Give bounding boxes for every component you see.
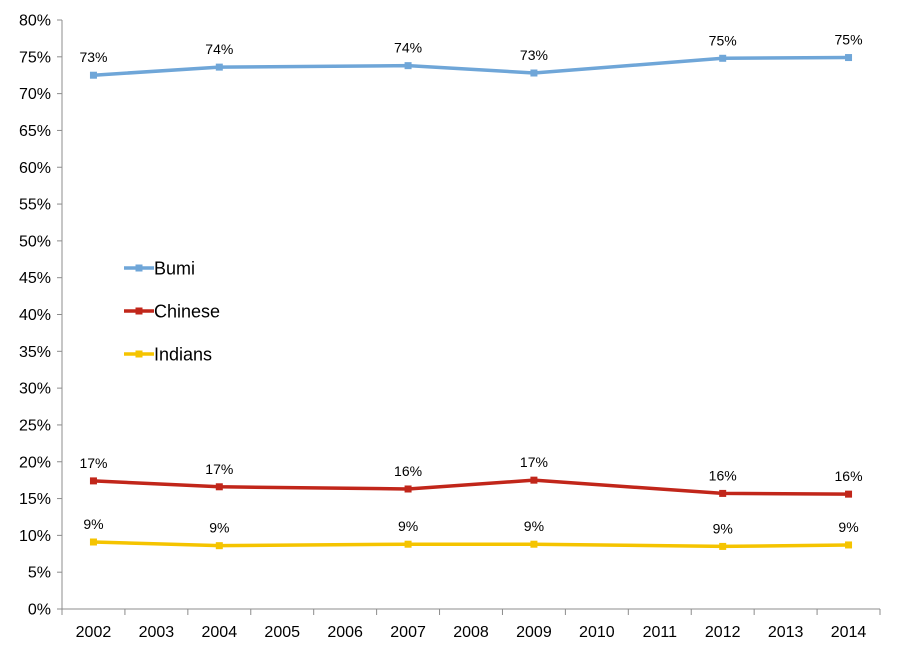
series-bumi: 73% 74% 74% 73% 75% 75% xyxy=(79,32,863,79)
x-tick-label: 2009 xyxy=(516,624,552,641)
y-tick-label: 25% xyxy=(19,417,51,434)
x-tick-label: 2013 xyxy=(768,624,804,641)
data-label: 9% xyxy=(713,520,733,536)
legend-swatch-marker xyxy=(135,350,143,358)
x-tick-label: 2004 xyxy=(202,624,238,641)
data-point-marker xyxy=(719,489,727,497)
y-tick-label: 45% xyxy=(19,270,51,287)
x-tick-label: 2007 xyxy=(390,624,426,641)
data-label: 9% xyxy=(524,518,544,534)
series-line xyxy=(93,478,849,496)
data-label: 17% xyxy=(205,461,233,477)
data-point-marker xyxy=(89,477,97,485)
legend-label: Indians xyxy=(154,345,212,365)
data-label: 9% xyxy=(398,518,418,534)
data-label: 9% xyxy=(83,516,103,532)
y-tick-label: 10% xyxy=(19,528,51,545)
y-tick-label: 75% xyxy=(19,49,51,66)
y-tick-label: 65% xyxy=(19,123,51,140)
y-tick-label: 70% xyxy=(19,86,51,103)
y-tick-label: 20% xyxy=(19,454,51,471)
x-tick-label: 2014 xyxy=(831,624,867,641)
series-chinese: 17% 17% 16% 17% 16% 16% xyxy=(79,454,863,498)
x-tick-label: 2008 xyxy=(453,624,489,641)
data-label: 17% xyxy=(79,455,107,471)
data-label: 74% xyxy=(394,40,422,56)
series-line xyxy=(93,55,849,77)
legend-item-chinese: Chinese xyxy=(124,302,220,322)
data-point-marker xyxy=(845,541,853,549)
legend: Bumi Chinese Indians xyxy=(124,259,220,365)
data-label: 16% xyxy=(835,468,863,484)
data-label: 16% xyxy=(394,463,422,479)
x-tick-label: 2002 xyxy=(76,624,112,641)
legend-label: Chinese xyxy=(154,302,220,322)
x-tick-label: 2005 xyxy=(264,624,300,641)
y-tick-label: 50% xyxy=(19,233,51,250)
series-layer: 73%74% 74% 73%75% 75%17% 17% 16%17%16% 16%9% 9%… xyxy=(79,32,863,550)
data-label: 75% xyxy=(835,32,863,48)
data-point-marker xyxy=(530,69,538,77)
data-point-marker xyxy=(845,490,853,498)
y-tick-label: 55% xyxy=(19,197,51,214)
data-point-marker xyxy=(404,540,412,548)
x-tick-label: 2011 xyxy=(643,624,678,641)
data-point-marker xyxy=(530,540,538,548)
y-tick-label: 35% xyxy=(19,344,51,361)
y-tick-label: 30% xyxy=(19,381,51,398)
x-tick-label: 2010 xyxy=(579,624,615,641)
data-label: 16% xyxy=(709,467,737,483)
series-line xyxy=(93,540,849,549)
data-point-marker xyxy=(89,538,97,546)
data-point-marker xyxy=(89,71,97,79)
legend-label: Bumi xyxy=(154,259,195,279)
legend-item-bumi: Bumi xyxy=(124,259,195,279)
x-tick-label: 2006 xyxy=(327,624,363,641)
data-point-marker xyxy=(845,54,853,62)
y-tick-label: 0% xyxy=(28,602,51,619)
data-label: 9% xyxy=(838,519,858,535)
data-point-marker xyxy=(719,54,727,62)
data-point-marker xyxy=(530,476,538,484)
data-label: 9% xyxy=(209,520,229,536)
y-tick-label: 80% xyxy=(19,13,51,30)
data-point-marker xyxy=(404,62,412,70)
y-tick-label: 40% xyxy=(19,307,51,324)
data-point-marker xyxy=(404,485,412,493)
data-point-marker xyxy=(719,542,727,550)
data-label: 17% xyxy=(520,454,548,470)
series-indians: 9% 9% 9% 9% 9% 9% xyxy=(83,516,859,550)
data-point-marker xyxy=(215,63,223,71)
x-tick-label: 2003 xyxy=(139,624,175,641)
y-tick-label: 60% xyxy=(19,160,51,177)
x-tick-label: 2012 xyxy=(705,624,741,641)
data-label: 74% xyxy=(205,41,233,57)
legend-item-indians: Indians xyxy=(124,345,212,365)
data-point-marker xyxy=(215,542,223,550)
data-point-marker xyxy=(215,483,223,491)
data-label: 75% xyxy=(709,32,737,48)
data-label: 73% xyxy=(520,47,548,63)
y-tick-label: 15% xyxy=(19,491,51,508)
legend-swatch-marker xyxy=(135,307,143,315)
y-tick-label: 5% xyxy=(28,565,51,582)
axes: 0% 5% 10% 15% 20% 25% 30% 35% 40% 45% 50% 55% 60% 65%… xyxy=(19,13,881,641)
legend-swatch-marker xyxy=(135,264,143,272)
data-label: 73% xyxy=(79,49,107,65)
